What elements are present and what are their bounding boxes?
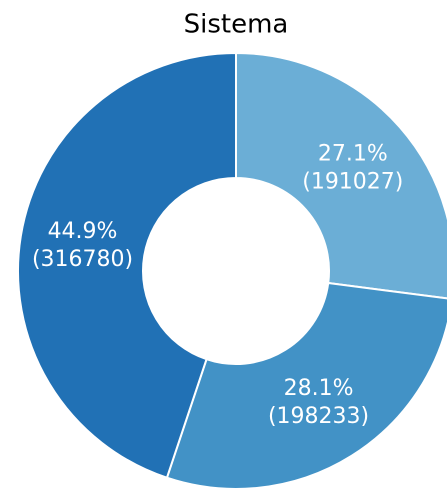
value-label: (316780) [32, 247, 133, 272]
chart-title: Sistema [184, 10, 289, 40]
pie-slice [17, 51, 237, 480]
value-label: (198233) [268, 404, 369, 429]
pie-slice [235, 51, 447, 300]
percent-label: 28.1% [284, 376, 354, 401]
percent-label: 44.9% [48, 219, 118, 244]
value-label: (191027) [302, 169, 403, 194]
percent-label: 27.1% [318, 141, 388, 166]
pie-slice [165, 281, 447, 490]
